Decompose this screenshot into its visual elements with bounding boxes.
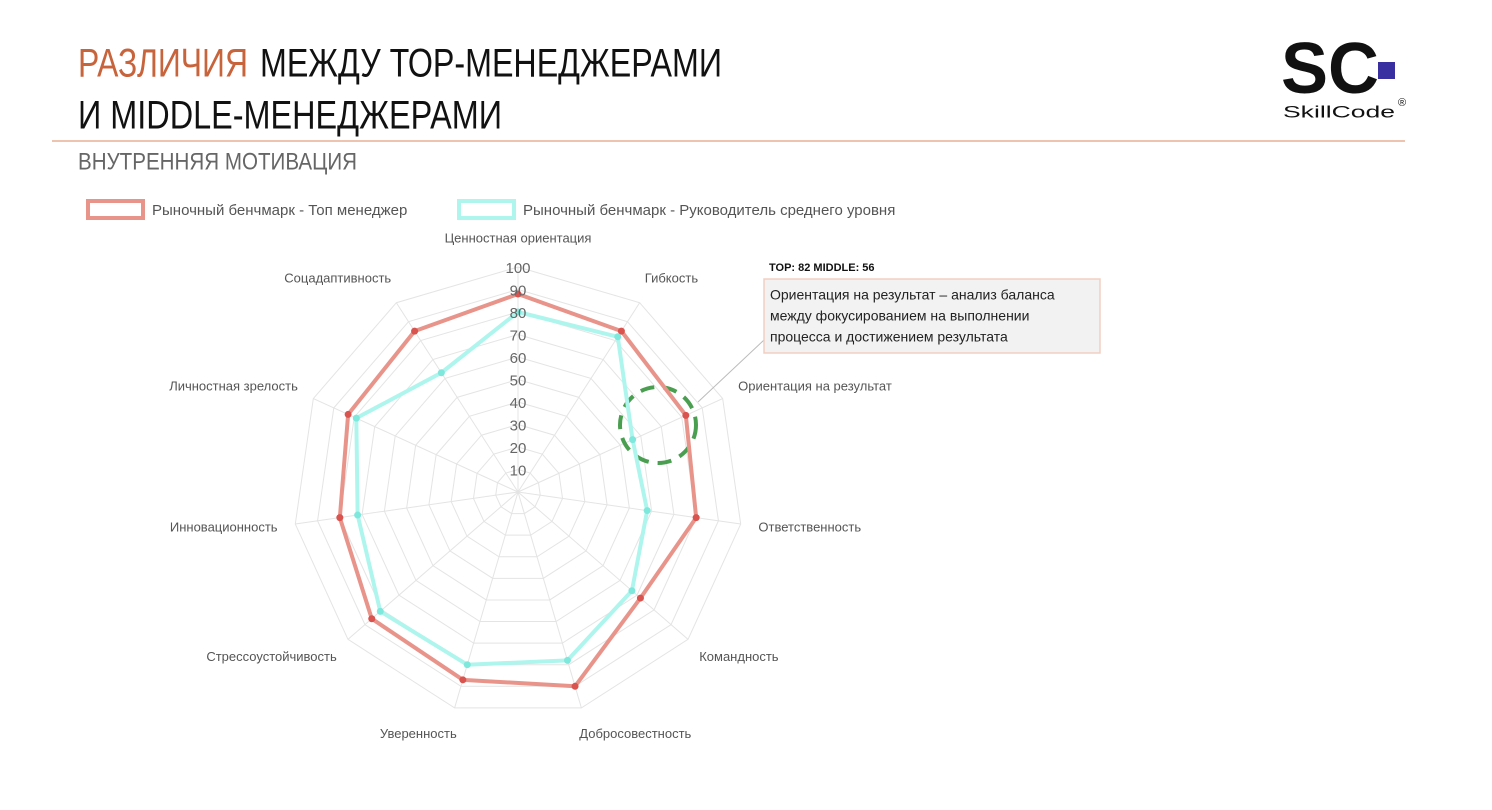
annotation-text: между фокусированием на выполнении [770, 308, 1029, 324]
grid-ring [339, 311, 697, 666]
r-tick-label: 10 [510, 462, 527, 479]
legend-label: Рыночный бенчмарк - Руководитель среднег… [523, 202, 895, 219]
r-tick-label: 30 [510, 417, 527, 434]
series-point [368, 615, 376, 623]
series-line [337, 292, 699, 689]
spoke [517, 491, 689, 640]
r-tick-label: 40 [510, 395, 527, 412]
spoke [347, 491, 519, 640]
legend-swatch [457, 199, 516, 220]
series-point [636, 594, 644, 602]
series-point [643, 507, 651, 515]
axis-label: Стрессоустойчивость [206, 649, 337, 664]
axis-label: Ответственность [758, 519, 861, 534]
grid-ring [406, 378, 630, 601]
series-point [354, 511, 362, 519]
title: МЕЖДУ ТОР-МЕНЕДЖЕРАМИ [260, 42, 722, 86]
spoke [395, 302, 519, 493]
series-point [571, 682, 579, 690]
axis-label: Ценностная ориентация [445, 230, 592, 245]
r-tick-label: 100 [505, 260, 530, 277]
series-point [376, 607, 384, 615]
r-tick-label: 70 [510, 327, 527, 344]
grid-ring [495, 468, 541, 515]
series-point [344, 410, 352, 418]
grid-ring [472, 446, 564, 536]
series-point [352, 414, 360, 422]
spoke [295, 491, 519, 525]
series-point [514, 308, 522, 316]
axis-label: Уверенность [380, 726, 457, 741]
grid-ring [294, 266, 742, 709]
logo-name: SkillCode [1283, 102, 1395, 121]
spoke [517, 491, 741, 525]
annotation-title: TOP: 82 MIDDLE: 56 [769, 262, 875, 274]
grid-ring [428, 401, 608, 579]
series-point [463, 661, 471, 669]
series-point [437, 369, 445, 377]
r-tick-label: 60 [510, 350, 527, 367]
subtitle: ВНУТРЕННЯЯ МОТИВАЦИЯ [78, 148, 357, 175]
highlight-circle [618, 385, 698, 465]
r-tick-label: 20 [510, 440, 527, 457]
annotation-text: процесса и достижением результата [770, 329, 1008, 345]
r-tick-label: 50 [510, 372, 527, 389]
series-point [459, 676, 467, 684]
axis-label: Гибкость [645, 271, 699, 286]
legend-label: Рыночный бенчмарк - Топ менеджер [152, 202, 407, 219]
series-point [614, 333, 622, 341]
axis-label: Добросовестность [579, 726, 691, 741]
series-line [354, 310, 650, 667]
logo-registered: ® [1398, 97, 1406, 109]
series-point [563, 656, 571, 664]
series-point [617, 327, 625, 335]
logo-mark: SC [1281, 29, 1379, 109]
title-accent: РАЗЛИЧИЯ [78, 42, 248, 86]
axis-label: Ориентация на результат [738, 378, 892, 393]
grid-ring [317, 288, 719, 687]
annotation-text: Ориентация на результат – анализ баланса [770, 287, 1055, 303]
spoke [517, 491, 582, 709]
series-point [692, 514, 700, 522]
r-tick-label: 90 [510, 282, 527, 299]
series-point [411, 327, 419, 335]
annotation-box [763, 278, 1101, 354]
legend-swatch [86, 199, 145, 220]
grid-ring [361, 333, 675, 644]
annotation-leader [697, 339, 765, 403]
series-point [682, 411, 690, 419]
spoke [454, 491, 519, 709]
axis-label: Инновационность [170, 519, 278, 534]
logo-square [1378, 62, 1395, 79]
grid-ring [450, 423, 586, 558]
axis-label: Соцадаптивность [284, 271, 391, 286]
title: И MIDDLE-МЕНЕДЖЕРАМИ [78, 94, 502, 138]
axis-label: Командность [699, 649, 779, 664]
series-point [628, 587, 636, 595]
series-point [336, 514, 344, 522]
axis-label: Личностная зрелость [169, 378, 298, 393]
series-point [629, 436, 637, 444]
series-point [514, 290, 522, 298]
r-tick-label: 80 [510, 305, 527, 322]
